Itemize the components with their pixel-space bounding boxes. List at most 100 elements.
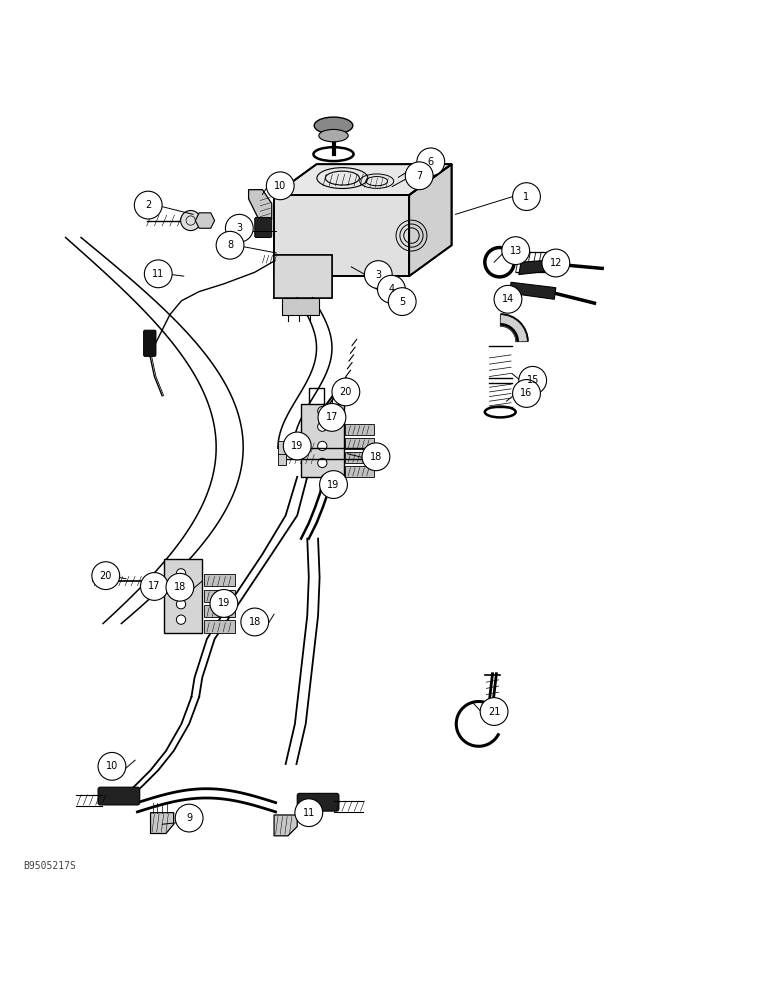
Text: 8: 8: [227, 240, 233, 250]
Circle shape: [513, 183, 540, 211]
Circle shape: [405, 162, 433, 190]
FancyBboxPatch shape: [345, 424, 374, 435]
Circle shape: [225, 214, 253, 242]
Text: 9: 9: [186, 813, 192, 823]
Circle shape: [480, 698, 508, 725]
Polygon shape: [409, 164, 452, 276]
Polygon shape: [274, 164, 452, 195]
Circle shape: [417, 148, 445, 176]
Circle shape: [134, 191, 162, 219]
Text: 20: 20: [340, 387, 352, 397]
Text: 14: 14: [502, 294, 514, 304]
Circle shape: [98, 752, 126, 780]
Text: 11: 11: [152, 269, 164, 279]
FancyBboxPatch shape: [255, 217, 272, 238]
Circle shape: [378, 275, 405, 303]
Circle shape: [181, 211, 201, 231]
Text: 1: 1: [523, 192, 530, 202]
Circle shape: [176, 569, 185, 578]
FancyBboxPatch shape: [345, 466, 374, 477]
Circle shape: [175, 804, 203, 832]
Polygon shape: [510, 282, 556, 299]
Text: 19: 19: [218, 598, 230, 608]
Text: 5: 5: [399, 297, 405, 307]
Polygon shape: [195, 213, 215, 228]
Text: 3: 3: [236, 223, 242, 233]
Circle shape: [318, 404, 346, 431]
FancyBboxPatch shape: [204, 620, 235, 633]
Circle shape: [92, 562, 120, 590]
Circle shape: [295, 799, 323, 827]
Wedge shape: [500, 315, 527, 342]
Text: 16: 16: [520, 388, 533, 398]
Circle shape: [388, 288, 416, 315]
Polygon shape: [164, 559, 202, 633]
Circle shape: [166, 573, 194, 601]
Text: 3: 3: [375, 270, 381, 280]
FancyBboxPatch shape: [204, 605, 235, 617]
Text: 21: 21: [488, 707, 500, 717]
FancyBboxPatch shape: [98, 787, 140, 805]
FancyBboxPatch shape: [204, 590, 235, 602]
Ellipse shape: [314, 117, 353, 134]
Text: 7: 7: [416, 171, 422, 181]
Text: 18: 18: [370, 452, 382, 462]
Text: 6: 6: [428, 157, 434, 167]
Text: 10: 10: [274, 181, 286, 191]
FancyBboxPatch shape: [345, 452, 374, 463]
Text: 19: 19: [327, 480, 340, 490]
Polygon shape: [301, 403, 344, 477]
Circle shape: [241, 608, 269, 636]
Text: 12: 12: [550, 258, 562, 268]
Circle shape: [318, 458, 327, 468]
Circle shape: [283, 432, 311, 460]
FancyBboxPatch shape: [204, 574, 235, 586]
Circle shape: [320, 471, 347, 498]
Text: 11: 11: [303, 808, 315, 818]
Circle shape: [502, 237, 530, 265]
Text: 18: 18: [174, 582, 186, 592]
Polygon shape: [519, 259, 562, 275]
Circle shape: [513, 380, 540, 407]
Circle shape: [176, 615, 185, 624]
Text: 4: 4: [388, 284, 394, 294]
Circle shape: [216, 231, 244, 259]
Polygon shape: [274, 195, 409, 276]
FancyBboxPatch shape: [278, 453, 286, 465]
Text: 2: 2: [145, 200, 151, 210]
Circle shape: [362, 443, 390, 471]
FancyBboxPatch shape: [297, 793, 339, 811]
Circle shape: [318, 422, 327, 431]
Text: B9505217S: B9505217S: [23, 861, 76, 871]
Circle shape: [318, 407, 327, 416]
Text: 10: 10: [106, 761, 118, 771]
Text: 18: 18: [249, 617, 261, 627]
Circle shape: [519, 366, 547, 394]
Circle shape: [176, 600, 185, 609]
Polygon shape: [274, 815, 297, 836]
Circle shape: [176, 584, 185, 593]
Text: 15: 15: [527, 375, 539, 385]
Ellipse shape: [319, 129, 348, 142]
Circle shape: [141, 573, 168, 600]
Circle shape: [266, 172, 294, 200]
Text: 17: 17: [148, 581, 161, 591]
Circle shape: [210, 590, 238, 617]
Circle shape: [318, 441, 327, 451]
FancyBboxPatch shape: [278, 441, 286, 454]
Text: 19: 19: [291, 441, 303, 451]
Text: 20: 20: [100, 571, 112, 581]
Circle shape: [542, 249, 570, 277]
FancyBboxPatch shape: [144, 330, 156, 356]
Polygon shape: [274, 255, 332, 298]
Polygon shape: [249, 190, 272, 219]
Polygon shape: [151, 813, 174, 834]
Text: 13: 13: [510, 246, 522, 256]
Circle shape: [144, 260, 172, 288]
FancyBboxPatch shape: [345, 438, 374, 449]
Circle shape: [332, 378, 360, 406]
FancyBboxPatch shape: [282, 298, 319, 315]
Text: 17: 17: [326, 412, 338, 422]
Circle shape: [364, 261, 392, 288]
Circle shape: [494, 285, 522, 313]
